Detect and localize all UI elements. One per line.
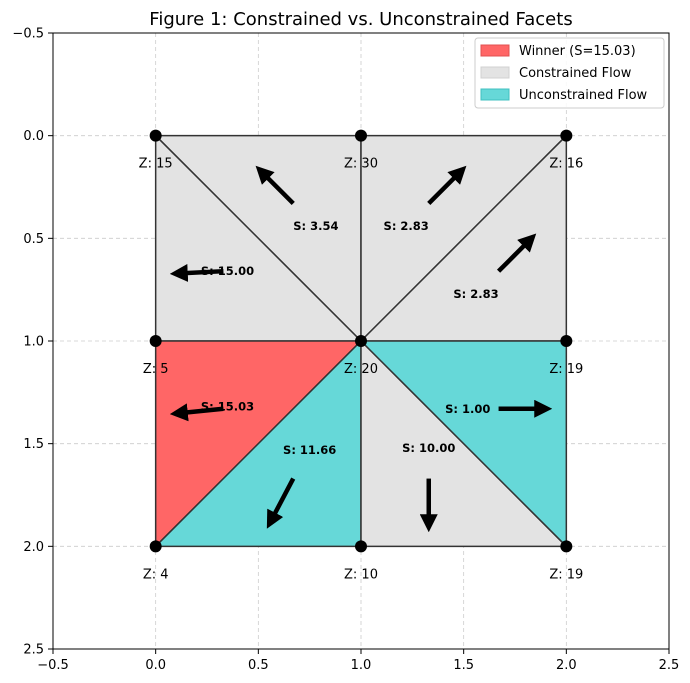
legend-swatch-winner xyxy=(480,44,510,57)
y-tick-label: 2.5 xyxy=(23,643,44,658)
slope-label: S: 15.00 xyxy=(201,264,254,278)
node-z-label: Z: 30 xyxy=(344,157,378,172)
chart-title: Figure 1: Constrained vs. Unconstrained … xyxy=(149,9,572,30)
y-tick-label: 0.5 xyxy=(23,232,44,247)
y-tick-label: 2.0 xyxy=(23,540,44,555)
y-axis: −0.5 0.0 0.5 1.0 1.5 2.0 2.5 xyxy=(12,27,53,658)
slope-label: S: 11.66 xyxy=(283,443,336,457)
slope-label: S: 10.00 xyxy=(402,441,455,455)
x-tick-label: 0.5 xyxy=(248,658,269,673)
node-z-label: Z: 4 xyxy=(143,567,169,582)
facets xyxy=(154,134,568,548)
node-z-label: Z: 20 xyxy=(344,362,378,377)
node-point xyxy=(560,335,573,347)
node-z-label: Z: 16 xyxy=(549,157,583,172)
node-point xyxy=(149,335,162,347)
legend-label-constrained: Constrained Flow xyxy=(519,66,632,81)
node-point xyxy=(355,335,367,347)
slope-label: S: 2.83 xyxy=(453,287,498,301)
flow-arrow xyxy=(169,263,224,282)
node-point xyxy=(149,540,162,553)
x-tick-label: 2.0 xyxy=(556,658,577,673)
x-tick-label: −0.5 xyxy=(37,658,69,673)
node-z-label: Z: 19 xyxy=(549,567,583,582)
facet-unconstrained xyxy=(360,340,568,548)
legend-swatch-constrained xyxy=(480,66,510,79)
slope-label: S: 1.00 xyxy=(445,402,490,416)
x-tick-label: 1.5 xyxy=(453,658,474,673)
node-z-label: Z: 10 xyxy=(344,567,378,582)
node-point xyxy=(355,540,367,553)
node-point xyxy=(560,540,573,553)
y-tick-label: 0.0 xyxy=(23,129,44,144)
flow-arrows xyxy=(169,165,553,533)
legend-label-winner: Winner (S=15.03) xyxy=(519,44,636,59)
x-tick-label: 1.0 xyxy=(351,658,372,673)
x-axis: −0.5 0.0 0.5 1.0 1.5 2.0 2.5 xyxy=(37,649,679,673)
nodes xyxy=(149,129,573,553)
node-z-label: Z: 5 xyxy=(143,362,169,377)
x-tick-label: 2.5 xyxy=(659,658,680,673)
labels: S: 3.54 S: 15.00 S: 2.83 S: 2.83 S: 15.03 S: … xyxy=(139,157,584,583)
flow-arrow xyxy=(427,165,467,206)
flow-arrow xyxy=(255,165,295,206)
node-point xyxy=(355,129,367,142)
legend-label-unconstrained: Unconstrained Flow xyxy=(519,88,648,103)
slope-label: S: 2.83 xyxy=(384,219,429,233)
slope-label: S: 15.03 xyxy=(201,400,254,414)
x-tick-label: 0.0 xyxy=(145,658,166,673)
node-z-label: Z: 15 xyxy=(139,157,173,172)
slope-label: S: 3.54 xyxy=(293,219,338,233)
legend-box xyxy=(474,37,665,109)
flow-arrow xyxy=(496,233,537,273)
flow-arrow xyxy=(169,403,224,422)
y-tick-label: 1.0 xyxy=(23,335,44,350)
node-point xyxy=(149,129,162,142)
flow-arrow xyxy=(266,477,296,529)
node-point xyxy=(560,129,573,142)
legend-swatch-unconstrained xyxy=(480,88,510,101)
y-tick-label: −0.5 xyxy=(12,27,44,42)
node-z-label: Z: 19 xyxy=(549,362,583,377)
y-tick-label: 1.5 xyxy=(23,437,44,452)
legend: Winner (S=15.03) Constrained Flow Uncons… xyxy=(474,37,665,109)
